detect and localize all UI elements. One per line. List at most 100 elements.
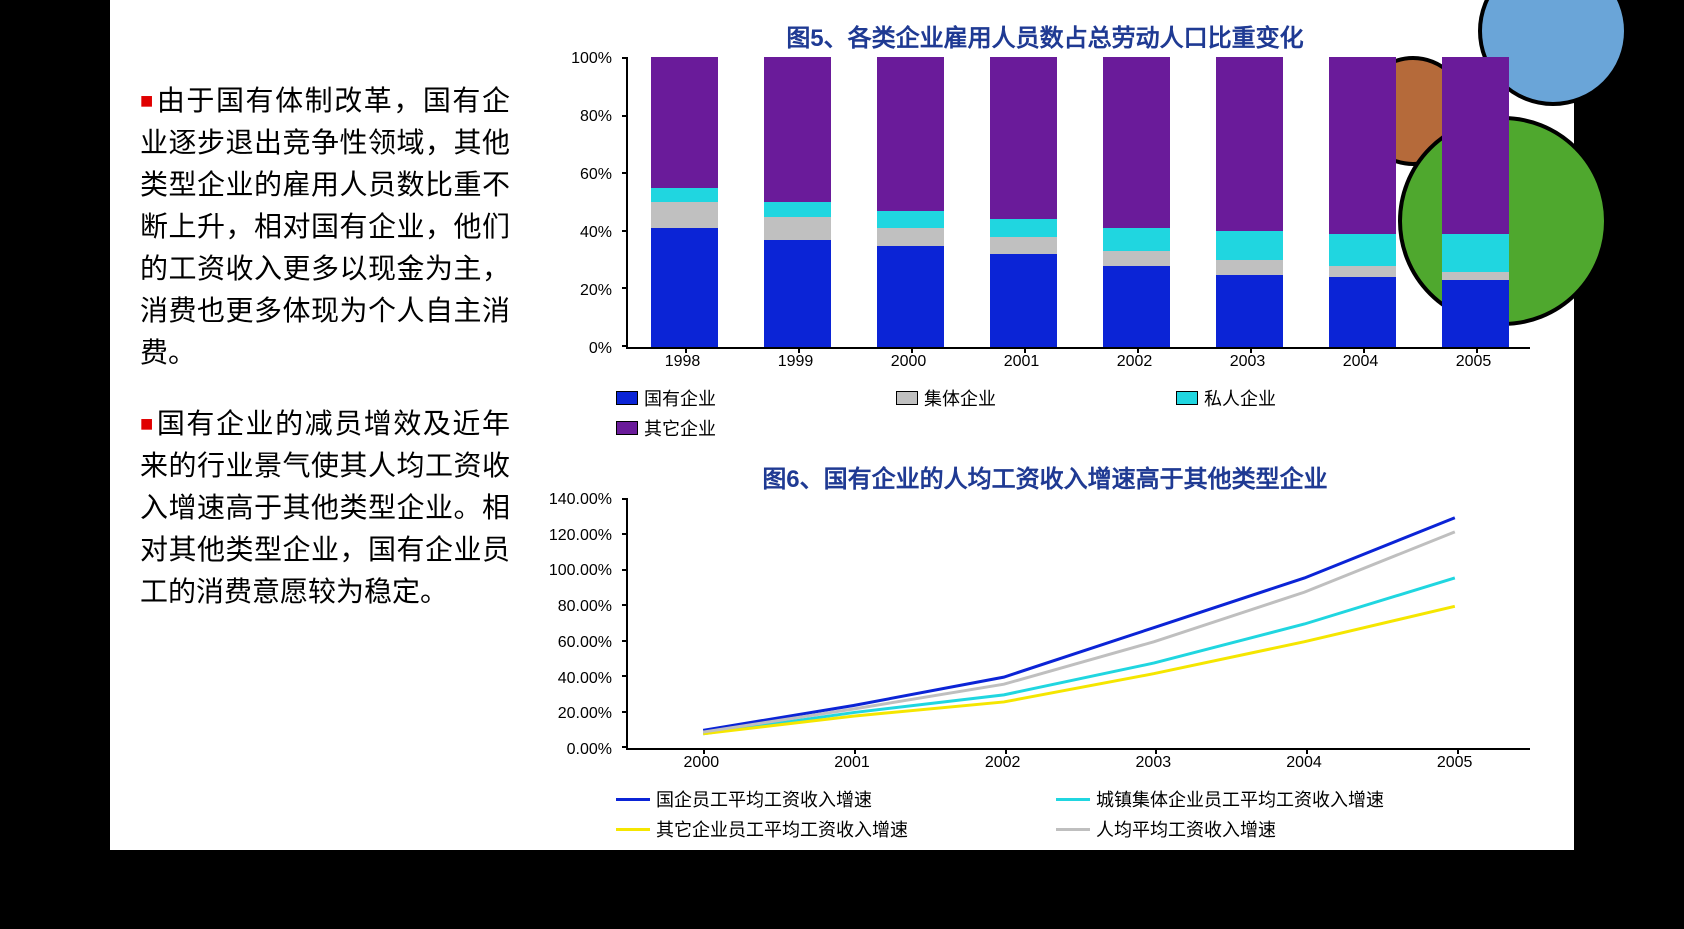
legend-label: 其它企业员工平均工资收入增速 [656,816,908,842]
legend-line-swatch [1056,828,1090,831]
bar-segment [1216,57,1284,231]
y-tick-mark [622,569,628,571]
bar-segment [990,57,1058,219]
y-tick-mark [622,345,628,347]
y-tick-label: 60.00% [558,634,612,652]
chart6: 0.00%20.00%40.00%60.00%80.00%100.00%120.… [540,500,1540,786]
y-tick-mark [622,533,628,535]
bullet-marker-icon: ■ [140,88,155,113]
bar-segment [877,57,945,211]
x-tick-label: 2001 [1004,353,1040,371]
bar-segment [1329,234,1397,266]
legend-item: 人均平均工资收入增速 [1056,816,1496,842]
bar-segment [1329,277,1397,347]
bullet-paragraph: ■由于国有体制改革，国有企业逐步退出竞争性领域，其他类型企业的雇用人员数比重不断… [140,80,510,375]
y-tick-label: 100.00% [549,562,612,580]
legend-label: 国有企业 [644,385,716,411]
stacked-bar [1103,57,1171,347]
line-series [703,518,1455,731]
legend-label: 人均平均工资收入增速 [1096,816,1276,842]
bar-segment [1329,266,1397,278]
bar-segment [651,57,719,188]
y-tick-mark [622,172,628,174]
bar-segment [1216,260,1284,275]
bar-segment [1442,280,1510,347]
bar-segment [1103,228,1171,251]
y-tick-mark [622,498,628,500]
chart6-y-axis: 0.00%20.00%40.00%60.00%80.00%100.00%120.… [540,500,620,750]
chart5-title: 图5、各类企业雇用人员数占总劳动人口比重变化 [530,18,1560,53]
y-tick-label: 80% [580,108,612,126]
stacked-bar [990,57,1058,347]
bar-segment [990,237,1058,254]
bar-segment [651,202,719,228]
bar-segment [877,211,945,228]
legend-item: 国有企业 [616,385,716,411]
bar-segment [1216,275,1284,348]
y-tick-mark [622,287,628,289]
bar-segment [990,219,1058,236]
legend-swatch [616,391,638,405]
legend-swatch [1176,391,1198,405]
bar-segment [1103,251,1171,266]
y-tick-mark [622,230,628,232]
stacked-bar [1329,57,1397,347]
chart6-x-labels: 2000 2001 2002 2003 2004 2005 [626,754,1530,778]
legend-label: 私人企业 [1204,385,1276,411]
x-tick-label: 2002 [1117,353,1153,371]
y-tick-label: 40% [580,224,612,242]
chart5-plot-area [626,59,1530,349]
x-tick-label: 2000 [891,353,927,371]
x-tick-label: 1999 [778,353,814,371]
legend-item: 其它企业员工平均工资收入增速 [616,816,1056,842]
right-charts-column: 图5、各类企业雇用人员数占总劳动人口比重变化 0% 20% 40% 60% 80% 100… [530,10,1560,878]
bar-segment [1103,266,1171,347]
x-tick-label: 2000 [684,754,720,772]
legend-item: 城镇集体企业员工平均工资收入增速 [1056,786,1496,812]
bar-segment [764,217,832,240]
chart6-title: 图6、国有企业的人均工资收入增速高于其他类型企业 [530,459,1560,494]
x-tick-label: 2002 [985,754,1021,772]
stacked-bar [764,57,832,347]
x-tick-label: 2003 [1136,754,1172,772]
chart5-legend: 国有企业 集体企业 私人企业其它企业 [616,385,1516,445]
bullet-paragraph: ■国有企业的减员增效及近年来的行业景气使其人均工资收入增速高于其他类型企业。相对… [140,403,510,614]
y-tick-label: 120.00% [549,527,612,545]
legend-label: 城镇集体企业员工平均工资收入增速 [1096,786,1384,812]
bar-segment [651,188,719,203]
x-tick-label: 2001 [834,754,870,772]
x-tick-label: 2004 [1286,754,1322,772]
legend-swatch [896,391,918,405]
bar-segment [764,240,832,347]
stacked-bar [1216,57,1284,347]
y-tick-label: 20.00% [558,705,612,723]
y-tick-mark [622,604,628,606]
y-tick-label: 0% [589,340,612,358]
bar-segment [1442,272,1510,281]
legend-item: 集体企业 [896,385,996,411]
legend-item: 私人企业 [1176,385,1276,411]
bar-segment [877,228,945,245]
legend-label: 集体企业 [924,385,996,411]
legend-line-swatch [1056,798,1090,801]
y-tick-label: 20% [580,282,612,300]
stacked-bar [1442,57,1510,347]
legend-item: 国企员工平均工资收入增速 [616,786,1056,812]
y-tick-label: 60% [580,166,612,184]
y-tick-mark [622,115,628,117]
x-tick-label: 1998 [665,353,701,371]
y-tick-mark [622,640,628,642]
bar-segment [764,202,832,217]
x-tick-label: 2005 [1437,754,1473,772]
x-tick-label: 2003 [1230,353,1266,371]
stacked-bar [877,57,945,347]
chart5-x-labels: 19981999200020012002200320042005 [626,353,1530,377]
bar-segment [1442,57,1510,234]
bar-segment [1442,234,1510,272]
chart6-plot-area [626,500,1530,750]
legend-item: 其它企业 [616,415,716,441]
source-citation: 资料来源：CEIC，东方证券研究所 [530,852,1560,878]
bar-segment [1329,57,1397,234]
legend-label: 其它企业 [644,415,716,441]
bar-segment [990,254,1058,347]
